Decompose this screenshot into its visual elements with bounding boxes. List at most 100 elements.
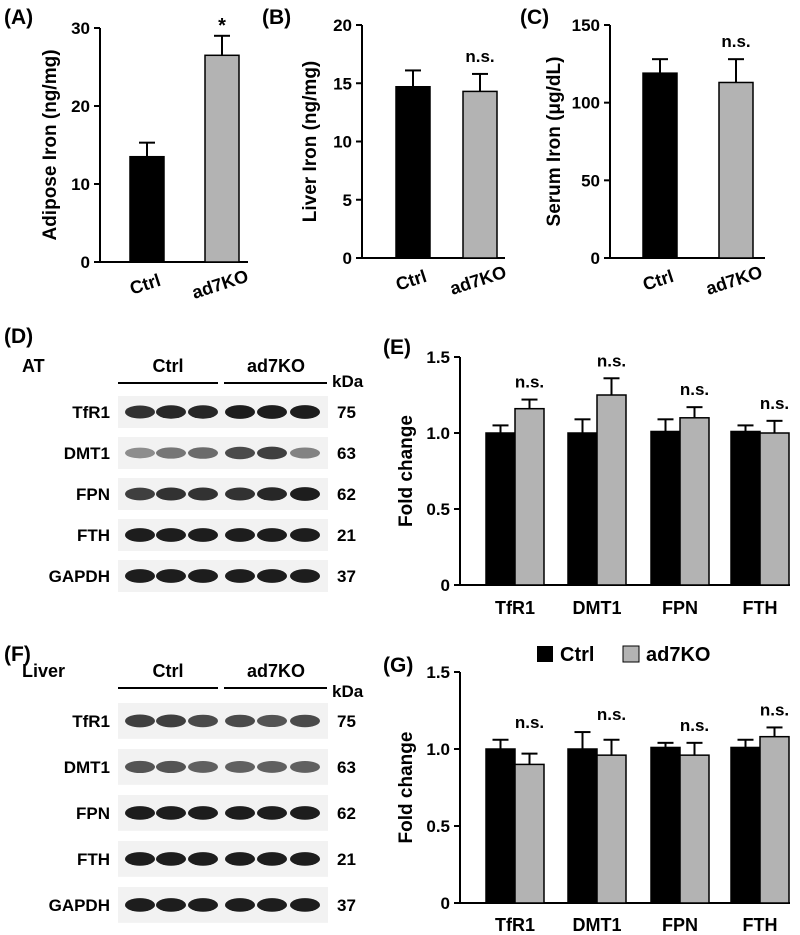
bar-tfr1-ad7ko	[514, 763, 545, 904]
blot-protein-label: DMT1	[64, 758, 110, 777]
y-tick-label: 100	[572, 94, 600, 113]
panel-label-g: (G)	[383, 654, 413, 677]
blot-band	[290, 447, 320, 459]
bar-fpn-ad7ko	[679, 754, 710, 904]
bar-tfr1-ctrl	[485, 432, 516, 586]
bar-dmt1-ad7ko	[596, 754, 627, 904]
significance-label: *	[218, 15, 226, 37]
significance-label: n.s.	[597, 705, 626, 724]
chart-adipose-iron: 0 10 20 30 Adipose Iron (ng/mg) Ctrl * ad7KO	[40, 15, 251, 303]
significance-label: n.s.	[515, 713, 544, 732]
x-tick-label: ad7KO	[189, 266, 250, 303]
x-tick-label: Ctrl	[393, 266, 429, 295]
y-tick-label: 1.0	[426, 424, 450, 443]
blot-band	[225, 898, 255, 912]
blot-band	[125, 806, 155, 820]
y-tick-label: 20	[333, 16, 352, 35]
blot-band	[257, 487, 287, 501]
blot-unit-label: kDa	[332, 682, 364, 701]
blot-band	[188, 852, 218, 866]
legend-ad7ko-swatch	[622, 645, 640, 663]
blot-protein-label: TfR1	[72, 712, 110, 731]
blot-band	[290, 405, 320, 419]
blot-protein-label: FPN	[76, 804, 110, 823]
bar-ctrl	[395, 85, 431, 259]
blot-band	[188, 569, 218, 583]
bar-fpn-ad7ko	[679, 417, 710, 586]
blot-protein-label: GAPDH	[49, 896, 110, 915]
blot-band	[225, 446, 255, 460]
panel-label-f: (F)	[4, 643, 31, 666]
blot-kda-label: 62	[337, 804, 356, 823]
chart-serum-iron: 0 50 100 150 Serum Iron (μg/dL) Ctrl n.s. ad7KO	[544, 16, 765, 299]
blot-kda-label: 62	[337, 485, 356, 504]
y-axis-label: Fold change	[396, 732, 417, 844]
western-blot-at: AT Ctrl ad7KO kDa TfR1 75 DMT1 63 FPN 62 FTH 21 GAPD…	[22, 356, 364, 592]
panel-label-b: (B)	[262, 6, 291, 29]
y-tick-label: 20	[71, 97, 90, 116]
x-tick-label: TfR1	[495, 598, 535, 618]
blot-band	[125, 487, 155, 501]
y-tick-label: 1.5	[426, 348, 450, 367]
blot-band	[156, 405, 186, 419]
y-tick-label: 0	[343, 249, 352, 268]
blot-band	[257, 528, 287, 542]
x-tick-label: DMT1	[573, 598, 622, 618]
bar-fth-ad7ko	[759, 735, 790, 904]
blot-protein-label: FPN	[76, 485, 110, 504]
y-tick-label: 0	[81, 253, 90, 272]
chart-liver-fold-change: 0 0.5 1.0 1.5 Fold change n.s. TfR1 n.s. DMT1 n.s…	[396, 663, 790, 935]
x-tick-label: ad7KO	[447, 262, 508, 299]
blot-group-label-ad7ko: ad7KO	[247, 356, 305, 376]
blot-band	[290, 852, 320, 866]
blot-protein-label: TfR1	[72, 403, 110, 422]
bar-tfr1-ctrl	[485, 748, 516, 904]
x-tick-label: FTH	[743, 598, 778, 618]
chart-at-fold-change: 0 0.5 1.0 1.5 Fold change n.s. TfR1 n.s. DMT1 n.s…	[396, 348, 790, 618]
bar-ad7ko	[204, 54, 240, 263]
blot-band	[257, 446, 287, 460]
blot-band	[188, 714, 218, 728]
blot-band	[290, 487, 320, 501]
y-tick-label: 15	[333, 74, 352, 93]
x-tick-label: FPN	[662, 598, 698, 618]
blot-band	[290, 760, 320, 773]
blot-band	[225, 806, 255, 820]
panel-label-a: (A)	[4, 6, 33, 29]
blot-kda-label: 75	[337, 403, 356, 422]
significance-label: n.s.	[680, 380, 709, 399]
blot-band	[156, 852, 186, 866]
blot-band	[156, 806, 186, 820]
panel-label-e: (E)	[383, 336, 411, 359]
blot-band	[225, 528, 255, 542]
blot-band	[125, 405, 155, 419]
y-tick-label: 0.5	[426, 817, 450, 836]
bar-fth-ctrl	[730, 430, 761, 586]
blot-band	[225, 405, 255, 419]
blot-band	[290, 714, 320, 728]
x-tick-label: FTH	[743, 915, 778, 935]
blot-band	[125, 528, 155, 542]
significance-label: n.s.	[465, 47, 494, 66]
x-tick-label: TfR1	[495, 915, 535, 935]
blot-band	[156, 528, 186, 542]
panel-label-d: (D)	[4, 325, 33, 348]
y-axis-label: Adipose Iron (ng/mg)	[40, 49, 61, 240]
x-tick-label: Ctrl	[640, 266, 676, 295]
bar-ad7ko	[462, 90, 498, 259]
y-tick-label: 0	[591, 249, 600, 268]
y-tick-label: 0	[441, 894, 450, 913]
blot-group-label-ctrl: Ctrl	[153, 661, 184, 681]
blot-kda-label: 37	[337, 567, 356, 586]
blot-protein-label: GAPDH	[49, 567, 110, 586]
blot-band	[257, 760, 287, 773]
y-tick-label: 0	[441, 576, 450, 595]
blot-band	[156, 569, 186, 583]
x-tick-label: DMT1	[573, 915, 622, 935]
legend-ctrl-swatch	[537, 646, 553, 662]
blot-band	[156, 760, 186, 774]
blot-tissue-label: AT	[22, 356, 45, 376]
blot-band	[188, 405, 218, 419]
significance-label: n.s.	[721, 32, 750, 51]
